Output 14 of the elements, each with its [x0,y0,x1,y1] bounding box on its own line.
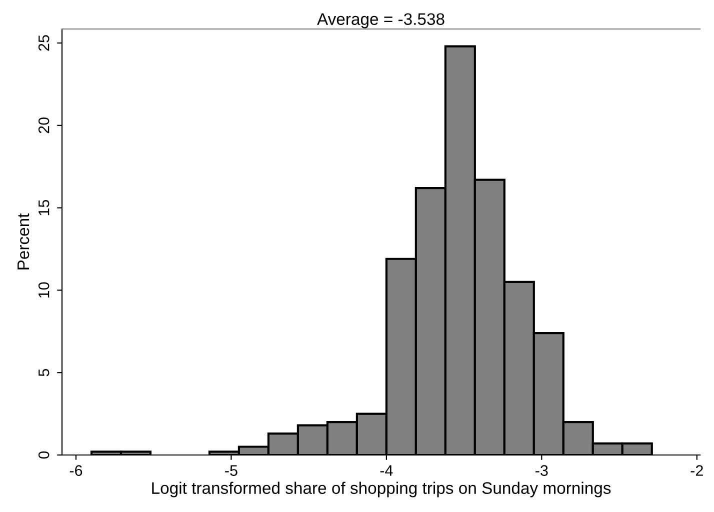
y-tick-label: 20 [38,118,50,134]
y-tick-label: 0 [38,451,50,459]
y-tick-label: 5 [38,368,50,376]
chart-title: Average = -3.538 [317,13,444,28]
y-tick-label: 25 [38,35,50,51]
y-axis-title: Percent [18,213,30,270]
x-tick-label: -5 [225,465,238,476]
x-tick-label: -3 [536,465,548,476]
x-tick-label: -6 [70,465,82,476]
x-tick-label: -2 [690,465,703,476]
y-tick-label: 10 [38,282,50,298]
y-tick-label: 15 [38,200,50,216]
x-axis-title: Logit transformed share of shopping trips on Sunday mornings [152,482,611,498]
x-tick-label: -4 [380,465,393,476]
